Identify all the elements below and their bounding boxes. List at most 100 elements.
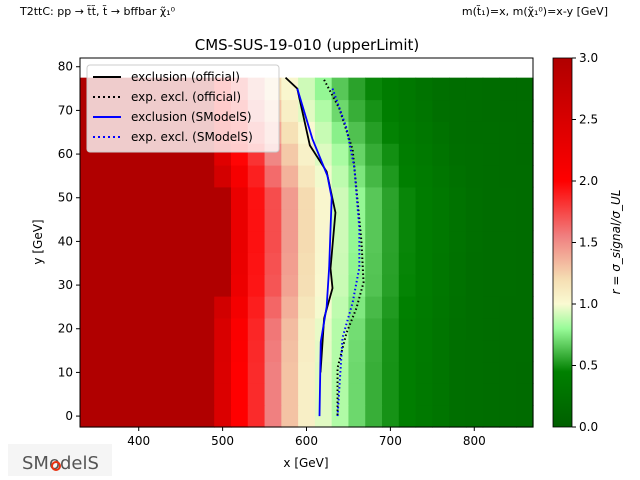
- heatmap-cell: [348, 143, 366, 166]
- heatmap-cell: [516, 77, 534, 101]
- heatmap-cell: [231, 383, 249, 406]
- heatmap-cell: [348, 383, 366, 406]
- heatmap-cell: [415, 164, 433, 188]
- heatmap-cell: [449, 164, 467, 188]
- heatmap-cell: [516, 405, 534, 428]
- heatmap-cell: [482, 208, 501, 232]
- heatmap-cell: [499, 252, 517, 275]
- heatmap-cell: [415, 143, 433, 166]
- heatmap-cell: [415, 295, 433, 319]
- heatmap-cell: [365, 405, 383, 428]
- heatmap-cell: [365, 99, 383, 122]
- heatmap-cell: [348, 121, 366, 144]
- heatmap-cell: [247, 230, 266, 253]
- heatmap-cell: [365, 186, 383, 210]
- heatmap-cell: [482, 121, 501, 144]
- colorbar-tick-label: 0.5: [579, 359, 598, 373]
- heatmap-cell: [516, 121, 534, 144]
- heatmap-cell: [382, 121, 400, 144]
- heatmap-cell: [298, 405, 316, 428]
- heatmap-cell: [298, 186, 316, 210]
- heatmap-cell: [331, 77, 350, 101]
- colorbar-tick-label: 1.5: [579, 236, 598, 250]
- heatmap-cell: [247, 339, 266, 363]
- heatmap-cell: [314, 77, 333, 101]
- heatmap-cell: [314, 143, 333, 166]
- heatmap-cell: [449, 252, 467, 275]
- heatmap-cell: [247, 274, 266, 297]
- heatmap-cell: [516, 339, 534, 363]
- heatmap-cell: [382, 295, 400, 319]
- heatmap-cell: [314, 208, 333, 232]
- heatmap-cell: [432, 230, 450, 253]
- y-tick-label: 70: [58, 103, 73, 117]
- heatmap-cell: [264, 317, 282, 341]
- heatmap-cell: [499, 186, 517, 210]
- heatmap-cell: [348, 230, 366, 253]
- heatmap-cell: [415, 121, 433, 144]
- heatmap-cell: [247, 317, 266, 341]
- heatmap-cell: [331, 361, 350, 384]
- heatmap-cell: [331, 252, 350, 275]
- heatmap-cell: [499, 143, 517, 166]
- colorbar-tick-label: 2.5: [579, 113, 598, 127]
- heatmap-cell: [482, 252, 501, 275]
- smodels-logo: SModelS: [8, 444, 112, 476]
- legend-box: [86, 64, 280, 153]
- heatmap-cell: [449, 99, 467, 122]
- heatmap-cell: [214, 405, 232, 428]
- heatmap-cell: [465, 361, 484, 384]
- heatmap-cell: [482, 143, 501, 166]
- heatmap-cell: [499, 339, 517, 363]
- heatmap-cell: [80, 339, 215, 363]
- heatmap-cell: [247, 252, 266, 275]
- heatmap-cell: [365, 143, 383, 166]
- heatmap-cell: [398, 339, 417, 363]
- heatmap-cell: [449, 361, 467, 384]
- heatmap-cell: [398, 208, 417, 232]
- heatmap-cell: [314, 186, 333, 210]
- heatmap-cell: [298, 252, 316, 275]
- heatmap-cell: [499, 383, 517, 406]
- heatmap-cell: [298, 383, 316, 406]
- y-tick-label: 30: [58, 278, 73, 292]
- heatmap-cell: [314, 405, 333, 428]
- heatmap-cell: [516, 317, 534, 341]
- heatmap-cell: [398, 143, 417, 166]
- heatmap-cell: [516, 274, 534, 297]
- heatmap-cell: [482, 361, 501, 384]
- heatmap-cell: [398, 295, 417, 319]
- heatmap-cell: [499, 361, 517, 384]
- heatmap-cell: [465, 252, 484, 275]
- heatmap-cell: [449, 77, 467, 101]
- heatmap-cell: [482, 186, 501, 210]
- x-tick-label: 600: [295, 434, 318, 448]
- heatmap-cell: [331, 339, 350, 363]
- heatmap-cell: [365, 164, 383, 188]
- heatmap-cell: [398, 317, 417, 341]
- heatmap-cell: [398, 383, 417, 406]
- heatmap-cell: [214, 274, 232, 297]
- heatmap-cell: [264, 405, 282, 428]
- heatmap-cell: [298, 339, 316, 363]
- heatmap-cell: [214, 230, 232, 253]
- logo-text: SModelS: [22, 453, 99, 474]
- heatmap-cell: [365, 317, 383, 341]
- heatmap-cell: [348, 252, 366, 275]
- heatmap-cell: [281, 339, 299, 363]
- heatmap-cell: [331, 230, 350, 253]
- heatmap-cell: [231, 317, 249, 341]
- heatmap-cell: [331, 99, 350, 122]
- heatmap-cell: [80, 252, 215, 275]
- heatmap-cell: [432, 317, 450, 341]
- heatmap-cell: [415, 405, 433, 428]
- header-right-label: m(t̃₁)=x, m(χ̃₁⁰)=x-y [GeV]: [462, 5, 608, 18]
- contour-lines: [284, 76, 365, 417]
- heatmap-cell: [247, 361, 266, 384]
- heatmap-cell: [432, 99, 450, 122]
- heatmap-cell: [331, 186, 350, 210]
- heatmap-cell: [331, 143, 350, 166]
- heatmap-cell: [432, 252, 450, 275]
- heatmap-cell: [214, 186, 232, 210]
- heatmap-cell: [314, 99, 333, 122]
